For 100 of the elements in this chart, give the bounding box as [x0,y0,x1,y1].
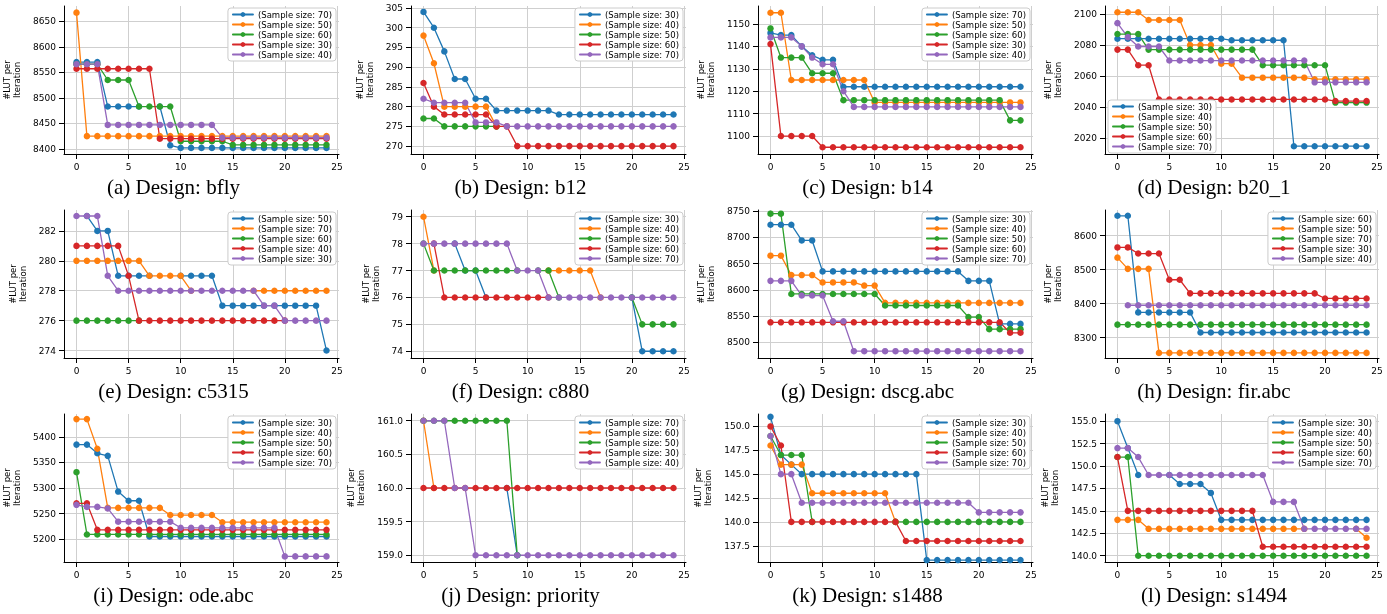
y-tick-label: 8500 [727,337,751,348]
y-tick-label: 8550 [727,311,751,322]
y-tick-label: 8500 [1074,264,1098,275]
x-tick-label: 5 [125,569,132,580]
legend-label: (Sample size: 50) [257,19,333,30]
y-axis-title: #LUT per Iteration [354,59,375,100]
legend-label: (Sample size: 40) [257,243,333,254]
text: (j) Design: priority [441,582,601,607]
x-tick-label: 20 [626,161,638,172]
x-tick-label: 5 [819,161,826,172]
x-tick-label: 20 [279,365,291,376]
y-axis-title: #LUT per Iteration [346,467,367,508]
legend-label: (Sample size: 50) [604,233,680,244]
x-tick-label: 25 [331,365,343,376]
x-tick-label: 20 [1319,365,1332,376]
x-tick-label: 15 [574,365,586,376]
y-axis-title: #LUT per Iteration [7,263,28,304]
y-tick-label: 79 [391,211,404,222]
x-tick-label: 15 [1267,161,1279,172]
y-tick-label: 8400 [1074,298,1098,309]
x-tick-label: 15 [921,569,933,580]
x-tick-label: 5 [819,569,826,580]
text: (h) Design: fir.abc [1137,378,1291,403]
y-axis-title: #LUT per Iteration [2,467,23,508]
y-tick-label: 160.5 [377,449,403,460]
legend-label: (Sample size: 30) [257,253,333,264]
x-tick-label: 10 [1215,365,1228,376]
y-tick-label: 8450 [33,118,57,129]
y-tick-label: 280 [38,255,57,266]
y-tick-label: 1130 [727,63,751,74]
legend-label: (Sample size: 60) [1297,213,1373,224]
x-tick-label: 0 [767,161,774,172]
y-tick-label: 280 [385,101,404,112]
y-tick-label: 152.5 [1071,438,1097,449]
legend-label: (Sample size: 60) [951,447,1027,458]
x-tick-label: 20 [279,569,291,580]
x-tick-label: 25 [1025,365,1037,376]
y-tick-label: 2080 [1074,39,1098,50]
x-tick-label: 25 [331,161,343,172]
y-tick-label: 2100 [1074,8,1098,19]
legend-label: (Sample size: 30) [257,417,333,428]
x-tick-label: 20 [279,161,291,172]
legend-label: (Sample size: 50) [604,29,680,40]
y-tick-label: 145.0 [724,469,751,480]
legend-label: (Sample size: 40) [604,457,680,468]
x-tick-label: 25 [678,365,690,376]
legend-label: (Sample size: 40) [1138,111,1213,122]
x-tick-label: 0 [420,365,427,376]
y-tick-label: 5400 [33,431,57,442]
x-tick-label: 15 [574,161,586,172]
x-tick-label: 15 [574,569,586,580]
y-tick-label: 295 [385,42,403,53]
legend-label: (Sample size: 50) [1138,121,1213,132]
y-tick-label: 159.5 [377,516,403,527]
y-tick-label: 282 [38,225,56,236]
y-tick-label: 8700 [727,232,751,243]
y-tick-label: 8400 [33,143,57,154]
y-tick-label: 2040 [1074,102,1098,113]
x-tick-label: 5 [472,161,479,172]
legend-label: (Sample size: 70) [604,49,680,60]
legend-label: (Sample size: 30) [604,9,680,20]
legend-label: (Sample size: 70) [257,9,333,20]
legend-label: (Sample size: 30) [604,447,680,458]
text: (b) Design: b12 [454,174,587,199]
x-tick-label: 5 [1166,569,1173,580]
x-tick-label: 5 [472,569,479,580]
legend-label: (Sample size: 40) [951,49,1027,60]
y-tick-label: 76 [391,292,404,303]
x-tick-label: 10 [174,569,187,580]
y-tick-label: 8300 [1074,332,1098,343]
legend-label: (Sample size: 40) [604,223,680,234]
legend-label: (Sample size: 30) [1138,101,1213,112]
x-tick-label: 5 [125,161,132,172]
y-tick-label: 1100 [727,131,751,142]
x-tick-label: 5 [125,365,132,376]
legend-label: (Sample size: 40) [951,427,1027,438]
y-axis-title: #LUT per Iteration [360,263,381,304]
legend-label: (Sample size: 50) [257,213,333,224]
legend-label: (Sample size: 50) [951,19,1027,30]
x-tick-label: 5 [472,365,479,376]
x-tick-label: 10 [521,161,534,172]
y-tick-label: 78 [391,238,404,249]
legend-label: (Sample size: 40) [951,223,1027,234]
text: (g) Design: dscg.abc [780,378,955,403]
legend-label: (Sample size: 70) [1138,141,1213,152]
legend-label: (Sample size: 50) [257,437,333,448]
legend-label: (Sample size: 70) [1297,457,1373,468]
legend-label: (Sample size: 70) [951,253,1027,264]
y-tick-label: 8550 [33,67,57,78]
legend-label: (Sample size: 60) [604,243,680,254]
y-tick-label: 8650 [727,258,751,269]
y-tick-label: 147.5 [724,445,750,456]
x-tick-label: 20 [1319,161,1332,172]
y-tick-label: 1110 [727,108,751,119]
y-tick-label: 160.0 [377,483,404,493]
x-tick-label: 0 [73,365,80,376]
x-tick-label: 0 [73,569,80,580]
legend-label: (Sample size: 50) [1297,437,1373,448]
y-tick-label: 2020 [1074,133,1098,144]
x-tick-label: 25 [678,161,690,172]
